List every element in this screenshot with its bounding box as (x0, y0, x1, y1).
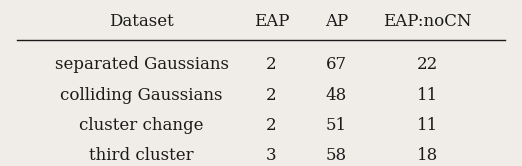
Text: 3: 3 (266, 147, 277, 164)
Text: cluster change: cluster change (79, 117, 204, 134)
Text: 22: 22 (417, 56, 438, 73)
Text: separated Gaussians: separated Gaussians (55, 56, 229, 73)
Text: EAP:noCN: EAP:noCN (383, 13, 471, 30)
Text: 2: 2 (266, 117, 277, 134)
Text: EAP: EAP (254, 13, 289, 30)
Text: 67: 67 (326, 56, 347, 73)
Text: 11: 11 (417, 87, 438, 104)
Text: 11: 11 (417, 117, 438, 134)
Text: 18: 18 (417, 147, 438, 164)
Text: 58: 58 (326, 147, 347, 164)
Text: AP: AP (325, 13, 348, 30)
Text: colliding Gaussians: colliding Gaussians (61, 87, 223, 104)
Text: third cluster: third cluster (89, 147, 194, 164)
Text: Dataset: Dataset (109, 13, 174, 30)
Text: 51: 51 (326, 117, 347, 134)
Text: 2: 2 (266, 87, 277, 104)
Text: 48: 48 (326, 87, 347, 104)
Text: 2: 2 (266, 56, 277, 73)
